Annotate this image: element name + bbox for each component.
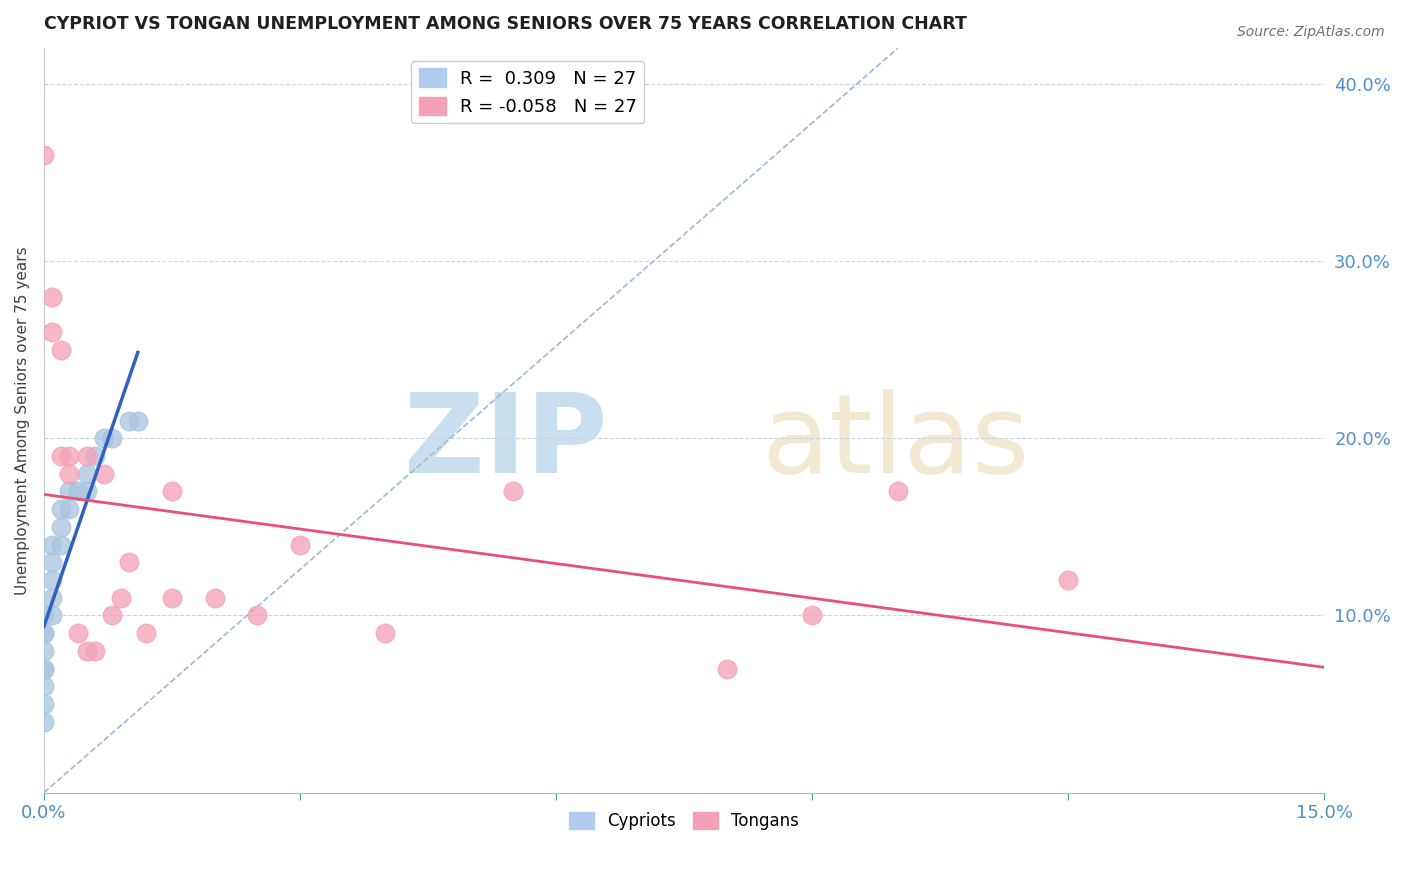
Point [118,413,141,427]
Point [67,484,90,499]
Point [41,555,63,569]
Point [886,484,908,499]
Point [127,413,149,427]
Point [49,449,72,463]
Text: CYPRIOT VS TONGAN UNEMPLOYMENT AMONG SENIORS OVER 75 YEARS CORRELATION CHART: CYPRIOT VS TONGAN UNEMPLOYMENT AMONG SEN… [44,15,967,33]
Point [32,608,55,623]
Point [41,289,63,303]
Point [374,626,396,640]
Point [32,626,55,640]
Point [32,697,55,711]
Point [49,502,72,516]
Point [32,147,55,161]
Point [58,449,80,463]
Point [49,343,72,357]
Point [32,679,55,693]
Point [101,608,124,623]
Text: atlas: atlas [761,390,1029,496]
Point [32,714,55,729]
Point [32,662,55,676]
Point [204,591,226,605]
Point [801,608,824,623]
Point [502,484,524,499]
Point [58,467,80,481]
Y-axis label: Unemployment Among Seniors over 75 years: Unemployment Among Seniors over 75 years [15,246,30,595]
Text: Source: ZipAtlas.com: Source: ZipAtlas.com [1237,25,1385,39]
Point [160,591,183,605]
Point [67,626,90,640]
Point [84,644,107,658]
Point [32,644,55,658]
Point [110,591,132,605]
Legend: Cypriots, Tongans: Cypriots, Tongans [562,805,806,837]
Point [41,573,63,587]
Point [76,484,98,499]
Point [716,662,738,676]
Point [76,449,98,463]
Point [32,626,55,640]
Point [1057,573,1080,587]
Point [49,538,72,552]
Point [118,555,141,569]
Point [135,626,157,640]
Point [58,502,80,516]
Text: ZIP: ZIP [404,390,607,496]
Point [41,538,63,552]
Point [41,608,63,623]
Point [84,449,107,463]
Point [76,644,98,658]
Point [288,538,311,552]
Point [49,520,72,534]
Point [41,591,63,605]
Point [76,467,98,481]
Point [246,608,269,623]
Point [160,484,183,499]
Point [93,467,115,481]
Point [93,431,115,445]
Point [58,484,80,499]
Point [101,431,124,445]
Point [41,325,63,339]
Point [32,662,55,676]
